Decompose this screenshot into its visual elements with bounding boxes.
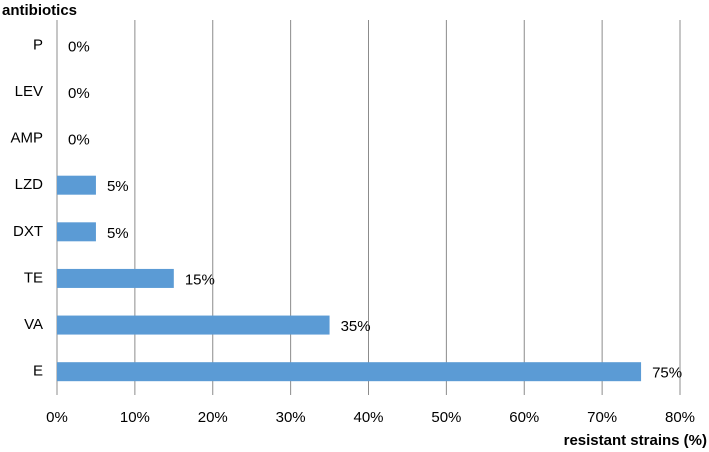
x-axis-label: resistant strains (%) [564,432,707,449]
y-tick-label: LEV [15,83,43,100]
x-tick-label: 30% [276,409,306,426]
data-label: 75% [652,365,682,382]
y-axis-label: antibiotics [2,2,77,19]
data-label: 0% [68,38,90,55]
x-tick-label: 80% [665,409,695,426]
bar [57,222,96,242]
data-label: 15% [185,271,215,288]
x-tick-label: 70% [587,409,617,426]
x-tick-label: 40% [353,409,383,426]
bar [57,315,330,335]
x-tick-label: 60% [509,409,539,426]
y-tick-label: AMP [10,130,43,147]
x-tick-label: 20% [198,409,228,426]
y-tick-label: E [33,363,43,380]
y-tick-label: VA [24,316,43,333]
data-label: 35% [341,318,371,335]
bar [57,362,642,382]
y-tick-label: TE [24,269,43,286]
bar [57,268,174,288]
data-label: 5% [107,225,129,242]
x-tick-label: 50% [431,409,461,426]
x-tick-label: 10% [120,409,150,426]
data-label: 5% [107,178,129,195]
bar [57,175,96,195]
data-label: 0% [68,132,90,149]
y-tick-label: DXT [13,223,43,240]
y-tick-label: LZD [15,176,44,193]
y-tick-label: P [33,36,43,53]
data-label: 0% [68,85,90,102]
x-tick-label: 0% [46,409,68,426]
